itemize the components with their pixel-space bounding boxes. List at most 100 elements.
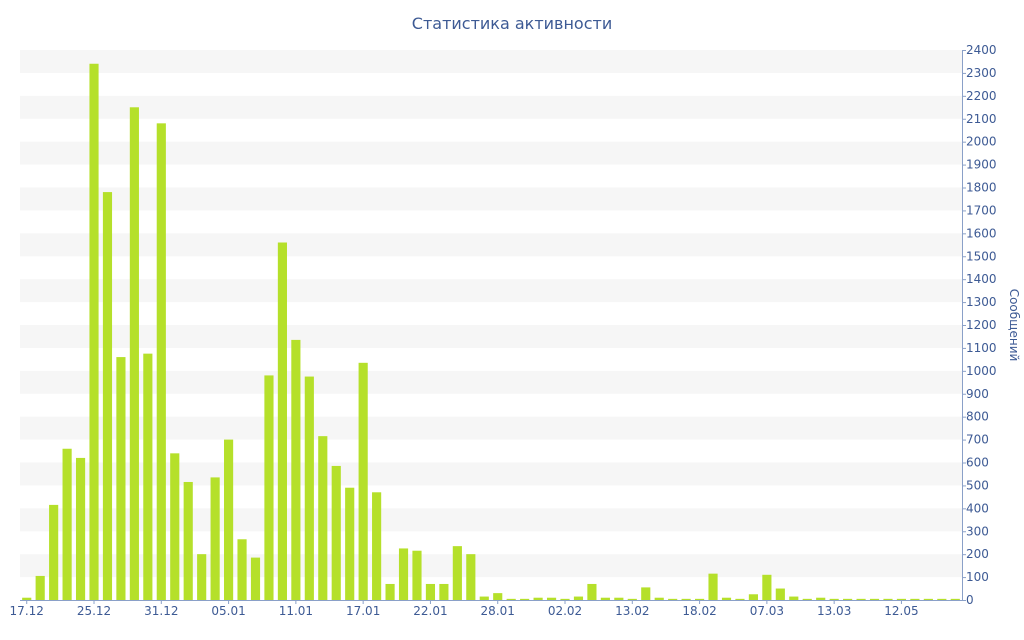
y-tick-label: 600 [966,456,989,470]
bar[interactable] [197,554,207,600]
bar[interactable] [318,436,328,600]
x-tick-labels: 17.12 25.12 31.12 05.01 11.01 17.01 22.01 28.01… [10,600,919,618]
grid-band [20,141,962,165]
y-tick-label: 0 [966,593,974,607]
bar[interactable] [883,598,893,600]
bar[interactable] [896,598,907,600]
grid-band [20,462,962,486]
bar[interactable] [331,465,341,600]
bar[interactable] [385,583,395,600]
bar[interactable] [250,557,261,600]
bar[interactable] [116,357,126,600]
bar[interactable] [681,598,691,600]
grid-band [20,416,962,440]
bar[interactable] [506,598,516,600]
y-tick-label: 2400 [966,43,997,57]
bar[interactable] [102,192,113,601]
bar[interactable] [493,593,503,600]
y-tick-label: 1000 [966,364,997,378]
y-tick-label: 1500 [966,249,997,263]
x-tick-label: 02.02 [548,604,582,618]
bar[interactable] [49,504,59,600]
bar[interactable] [910,598,920,600]
bar[interactable] [291,339,301,600]
bar[interactable] [183,481,193,600]
bar[interactable] [627,598,637,600]
bar[interactable] [843,598,853,600]
y-tick-label: 1800 [966,181,997,195]
x-tick-label: 11.01 [279,604,313,618]
y-tick-label: 300 [966,524,989,538]
y-tick-label: 200 [966,547,989,561]
bar[interactable] [950,598,960,600]
bar[interactable] [789,596,799,600]
bar[interactable] [224,439,234,600]
x-tick-label: 13.02 [615,604,649,618]
bar[interactable] [35,575,45,600]
bar[interactable] [600,597,610,600]
bar-series [22,63,960,601]
bar[interactable] [587,583,597,600]
bar[interactable] [412,550,422,600]
bar[interactable] [923,598,933,600]
bar[interactable] [654,597,664,600]
bar[interactable] [762,574,772,600]
bar[interactable] [277,242,287,601]
bar[interactable] [170,453,180,600]
x-tick-label: 17.12 [10,604,44,618]
bar[interactable] [560,598,570,600]
bar[interactable] [372,492,382,600]
bar[interactable] [533,597,543,600]
bar[interactable] [143,353,153,600]
bar[interactable] [398,548,409,600]
bar[interactable] [695,598,705,600]
bar[interactable] [75,457,86,600]
bar[interactable] [856,598,866,600]
x-tick-label: 17.01 [346,604,380,618]
bar[interactable] [748,594,758,600]
y-tick-label: 2200 [966,89,997,103]
y-tick-label: 500 [966,478,989,492]
x-tick-label: 13.03 [817,604,851,618]
y-tick-label: 700 [966,433,989,447]
bar[interactable] [425,583,436,600]
bar[interactable] [452,546,462,600]
grid-band [20,279,962,303]
bar[interactable] [129,107,139,601]
y-tick-label: 1900 [966,158,997,172]
bar[interactable] [89,63,99,600]
bar[interactable] [237,539,247,600]
bar[interactable] [735,598,745,600]
bar[interactable] [264,375,274,600]
bar[interactable] [358,362,368,600]
bar[interactable] [439,583,449,600]
bar[interactable] [869,598,880,600]
bar[interactable] [721,597,732,600]
bar[interactable] [466,554,476,600]
y-tick-label: 1300 [966,295,997,309]
bar[interactable] [708,573,718,600]
grid-band [20,233,962,257]
chart-title: Статистика активности [411,14,613,33]
bar[interactable] [614,597,624,600]
bar[interactable] [829,598,839,600]
bar[interactable] [775,588,785,600]
bar[interactable] [668,598,678,600]
bar[interactable] [62,448,72,600]
bar[interactable] [210,477,220,600]
bar[interactable] [546,597,557,600]
bar[interactable] [479,596,489,600]
bar[interactable] [573,596,584,600]
y-tick-label: 1400 [966,272,997,286]
bar[interactable] [816,597,826,600]
bar[interactable] [304,376,314,600]
bar[interactable] [520,598,530,600]
bar[interactable] [22,597,32,600]
bar[interactable] [802,598,812,600]
y-tick-label: 1700 [966,203,997,217]
bar[interactable] [641,587,651,600]
bar[interactable] [937,598,947,600]
y-tick-label: 400 [966,501,989,515]
bar[interactable] [345,487,355,600]
bar[interactable] [156,123,166,600]
